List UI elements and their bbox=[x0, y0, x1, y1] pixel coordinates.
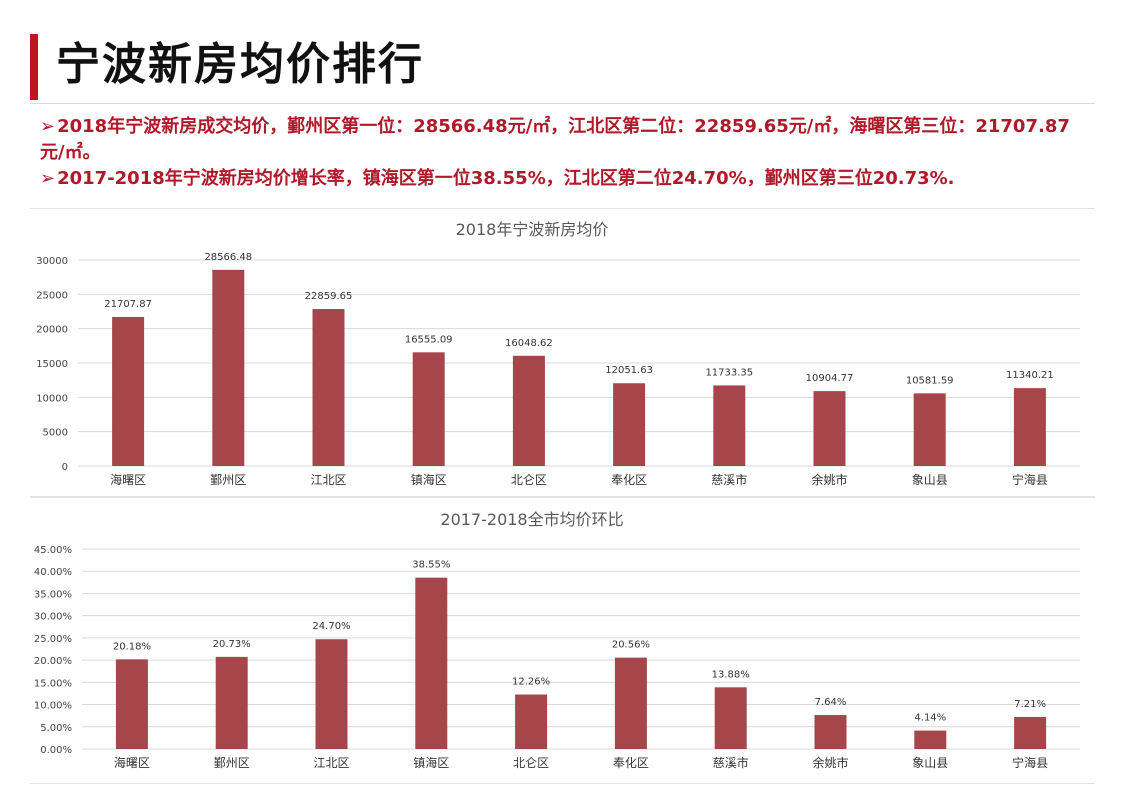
data-label: 21707.87 bbox=[104, 299, 152, 310]
y-tick-label: 5.00% bbox=[40, 723, 72, 734]
page-title: 宁波新房均价排行 bbox=[56, 39, 424, 90]
arrow-bullet-icon: ➢ bbox=[40, 168, 56, 189]
bar bbox=[312, 309, 345, 466]
data-label: 16555.09 bbox=[405, 334, 453, 345]
x-tick-label: 象山县 bbox=[912, 756, 948, 770]
y-tick-label: 15.00% bbox=[34, 678, 72, 689]
x-tick-label: 海曙区 bbox=[110, 472, 146, 487]
arrow-bullet-icon: ➢ bbox=[40, 116, 56, 137]
y-tick-label: 20000 bbox=[36, 325, 68, 336]
data-label: 20.73% bbox=[213, 639, 251, 650]
title-accent-bar bbox=[30, 34, 38, 100]
bar bbox=[1013, 388, 1046, 466]
data-label: 22859.65 bbox=[305, 291, 353, 302]
bar bbox=[212, 269, 245, 466]
summary-bullets: ➢ 2018年宁波新房成交均价，鄞州区第一位：28566.48元/㎡，江北区第二位… bbox=[40, 114, 1090, 192]
data-label: 11340.21 bbox=[1006, 370, 1054, 381]
data-label: 12051.63 bbox=[605, 365, 653, 376]
data-label: 10904.77 bbox=[806, 373, 854, 384]
y-tick-label: 30.00% bbox=[34, 612, 72, 623]
data-label: 4.14% bbox=[914, 713, 946, 724]
y-tick-label: 15000 bbox=[36, 359, 68, 370]
avg-price-chart-svg: 2018年宁波新房均价 0 5000 10000 15000 20000 25000 3000… bbox=[36, 220, 1080, 487]
summary-bullet-1: ➢ 2018年宁波新房成交均价，鄞州区第一位：28566.48元/㎡，江北区第二位… bbox=[40, 114, 1090, 166]
x-tick-label: 象山县 bbox=[912, 473, 948, 487]
y-tick-label: 0.00% bbox=[40, 745, 72, 756]
growth-rate-chart: 2017-2018全市均价环比 0.00% 5.00% 10.00% 15.00% 20.… bbox=[30, 497, 1095, 784]
x-tick-label: 江北区 bbox=[313, 756, 349, 770]
y-tick-label: 10000 bbox=[36, 393, 68, 404]
bar bbox=[714, 687, 747, 749]
bar bbox=[814, 715, 847, 749]
y-tick-label: 20.00% bbox=[34, 656, 72, 667]
y-tick-label: 25.00% bbox=[34, 634, 72, 645]
data-label: 10581.59 bbox=[906, 375, 954, 386]
bar bbox=[112, 316, 145, 466]
x-tick-label: 奉化区 bbox=[613, 756, 649, 770]
y-tick-label: 30000 bbox=[36, 256, 68, 267]
y-tick-label: 35.00% bbox=[34, 589, 72, 600]
x-tick-label: 北仑区 bbox=[513, 756, 549, 770]
bar bbox=[415, 577, 448, 749]
data-label: 13.88% bbox=[712, 669, 750, 680]
y-tick-label: 10.00% bbox=[34, 701, 72, 712]
data-label: 38.55% bbox=[412, 560, 450, 571]
chart-title: 2018年宁波新房均价 bbox=[456, 220, 609, 239]
data-label: 20.56% bbox=[612, 640, 650, 651]
summary-text-2: 2017-2018年宁波新房均价增长率，镇海区第一位38.55%，江北区第二位2… bbox=[57, 168, 955, 189]
data-label: 20.18% bbox=[113, 641, 151, 652]
data-label: 24.70% bbox=[312, 621, 350, 632]
y-tick-label: 5000 bbox=[43, 428, 68, 439]
x-tick-label: 海曙区 bbox=[114, 755, 150, 770]
bar bbox=[613, 383, 646, 466]
x-tick-label: 江北区 bbox=[310, 473, 346, 487]
bar bbox=[315, 639, 348, 749]
summary-bullet-2: ➢ 2017-2018年宁波新房均价增长率，镇海区第一位38.55%，江北区第二位… bbox=[40, 166, 1090, 192]
bar bbox=[115, 659, 148, 749]
y-tick-label: 40.00% bbox=[34, 567, 72, 578]
x-tick-label: 慈溪市 bbox=[713, 755, 749, 770]
bar bbox=[713, 385, 746, 466]
growth-rate-chart-svg: 2017-2018全市均价环比 0.00% 5.00% 10.00% 15.00% 20.… bbox=[34, 510, 1080, 770]
x-tick-label: 慈溪市 bbox=[711, 472, 747, 487]
y-tick-label: 25000 bbox=[36, 290, 68, 301]
x-tick-label: 镇海区 bbox=[413, 755, 449, 770]
title-divider bbox=[30, 103, 1095, 104]
x-tick-label: 鄞州区 bbox=[214, 756, 250, 770]
data-label: 16048.62 bbox=[505, 338, 553, 349]
x-tick-label: 宁海县 bbox=[1012, 755, 1048, 770]
y-tick-label: 0 bbox=[62, 462, 68, 473]
bar bbox=[412, 352, 445, 466]
data-label: 12.26% bbox=[512, 677, 550, 688]
x-tick-label: 北仑区 bbox=[511, 473, 547, 487]
bar bbox=[215, 656, 248, 749]
y-tick-label: 45.00% bbox=[34, 545, 72, 556]
avg-price-chart: 2018年宁波新房均价 0 5000 10000 15000 20000 25000 3000… bbox=[30, 208, 1095, 497]
bar bbox=[913, 393, 946, 466]
bar bbox=[512, 355, 545, 466]
chart-title: 2017-2018全市均价环比 bbox=[440, 510, 623, 529]
x-tick-label: 余姚市 bbox=[812, 755, 848, 770]
bar bbox=[515, 694, 548, 749]
bar bbox=[914, 730, 947, 749]
x-tick-label: 余姚市 bbox=[811, 472, 847, 487]
data-label: 7.64% bbox=[815, 697, 847, 708]
x-tick-label: 宁海县 bbox=[1012, 472, 1048, 487]
x-tick-label: 鄞州区 bbox=[210, 473, 246, 487]
bar bbox=[813, 391, 846, 466]
x-tick-label: 镇海区 bbox=[411, 472, 447, 487]
data-label: 11733.35 bbox=[705, 367, 753, 378]
summary-text-1: 2018年宁波新房成交均价，鄞州区第一位：28566.48元/㎡，江北区第二位：… bbox=[40, 116, 1070, 163]
bar bbox=[614, 657, 647, 749]
data-label: 7.21% bbox=[1014, 699, 1046, 710]
x-tick-label: 奉化区 bbox=[611, 473, 647, 487]
bar bbox=[1014, 716, 1047, 749]
data-label: 28566.48 bbox=[204, 252, 252, 263]
